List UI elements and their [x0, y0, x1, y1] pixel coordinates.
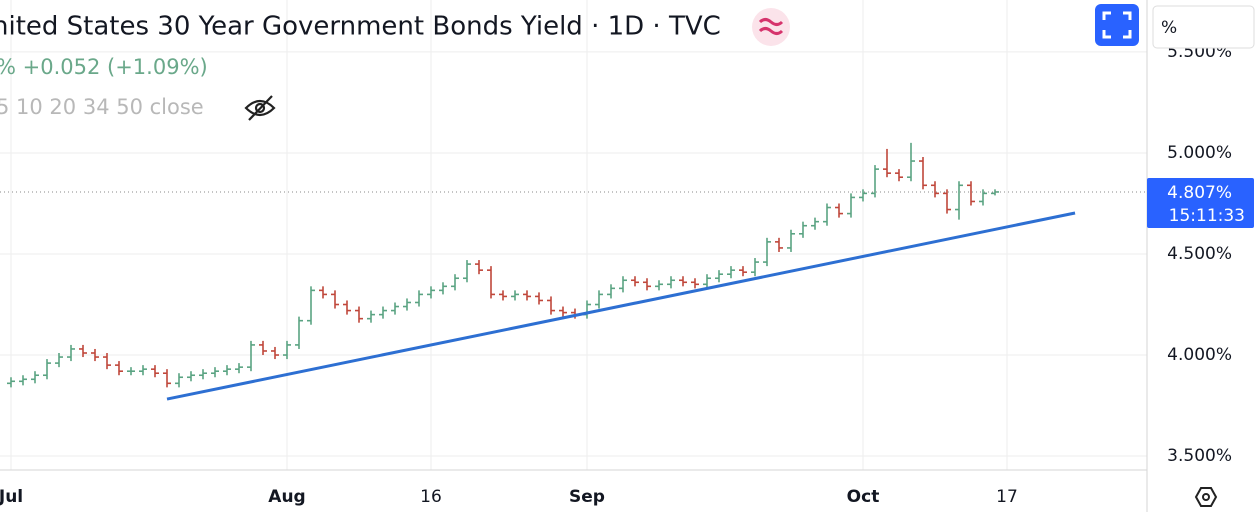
x-tick-label: Oct [847, 487, 880, 507]
change-text: % +0.052 (+1.09%) [0, 55, 208, 79]
eye-pupil [254, 102, 266, 114]
x-tick-label: Aug [268, 487, 305, 507]
countdown-label: 15:11:33 [1169, 206, 1245, 226]
scale-button[interactable] [1152, 5, 1255, 49]
y-tick-label: 3.500% [1167, 446, 1232, 466]
indicators-text: 5 10 20 34 50 close [0, 95, 204, 119]
grid [0, 0, 1147, 470]
y-tick-label: 4.000% [1167, 345, 1232, 365]
settings-icon[interactable] [1194, 487, 1218, 507]
eye-slash [248, 95, 273, 121]
y-tick-label: 5.000% [1167, 143, 1232, 163]
x-tick-label: Sep [569, 487, 605, 507]
compare-icon[interactable] [752, 8, 790, 46]
last-price-box [1147, 177, 1254, 228]
settings-icon-center [1202, 493, 1210, 501]
hide-icon[interactable] [244, 95, 276, 121]
fullscreen-glyph [1102, 11, 1132, 39]
trend-line [166, 211, 1076, 401]
scale-button-label: % [1161, 18, 1177, 38]
x-tick-label: 16 [420, 487, 442, 507]
y-tick-label: 4.500% [1167, 244, 1232, 264]
last-price-label: 4.807% [1167, 183, 1232, 203]
fullscreen-button[interactable] [1095, 4, 1139, 46]
x-tick-label: Jul [0, 487, 23, 507]
plot [0, 142, 1147, 401]
compare-glyph [758, 18, 784, 35]
chart-title: nited States 30 Year Government Bonds Yi… [0, 12, 721, 42]
x-tick-label: 17 [996, 487, 1018, 507]
